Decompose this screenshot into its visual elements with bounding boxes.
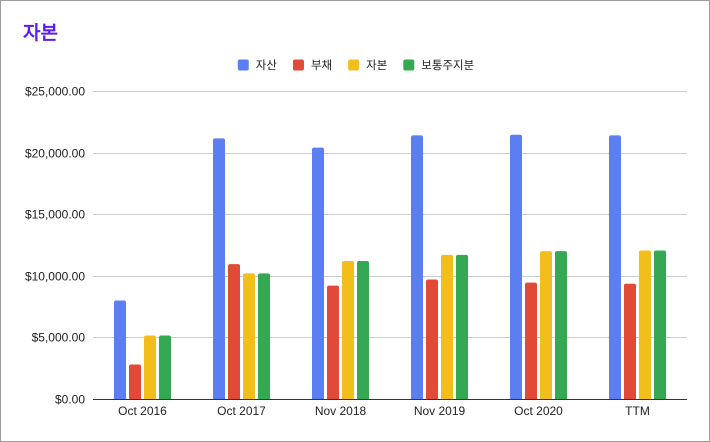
legend-swatch [348,59,360,71]
y-axis-tick-labels: $0.00 $5,000.00 $10,000.00 $15,000.00 $20,00… [25,85,85,407]
legend-label: 부채 [311,58,332,72]
legend-label: 자본 [366,58,387,72]
bar[interactable] [243,273,255,399]
x-tick-label: Nov 2019 [414,404,466,418]
legend-label: 자산 [256,58,278,72]
legend-item[interactable]: 자산 [237,58,278,72]
legend-label: 보통주지분 [421,58,474,72]
x-tick-label: Oct 2020 [514,404,563,418]
bar[interactable] [213,138,225,399]
legend-item[interactable]: 보통주지분 [403,58,474,72]
x-axis-tick-labels: Oct 2016 Oct 2017 Nov 2018 Nov 2019 Oct 2020… [118,404,650,418]
bar[interactable] [258,273,270,399]
bar[interactable] [639,250,651,399]
bar[interactable] [426,279,438,399]
y-tick-label: $20,000.00 [25,147,85,161]
bar[interactable] [456,254,468,399]
bar[interactable] [357,261,369,399]
y-tick-label: $5,000.00 [32,331,86,345]
bar[interactable] [327,285,339,399]
bar[interactable] [342,261,354,399]
y-tick-label: $0.00 [55,393,85,407]
bar[interactable] [144,335,156,399]
chart-title: 자본 [23,22,58,44]
bar[interactable] [129,364,141,399]
bar[interactable] [411,135,423,400]
bar[interactable] [441,254,453,399]
x-tick-label: Oct 2017 [217,404,266,418]
bar[interactable] [114,300,126,399]
x-tick-label: TTM [625,404,650,418]
x-tick-label: Nov 2018 [315,404,367,418]
bar[interactable] [159,335,171,399]
gridlines [93,91,687,400]
bar[interactable] [228,264,240,399]
bars [114,134,666,400]
legend-swatch [403,59,415,71]
bar[interactable] [312,147,324,399]
bar[interactable] [624,283,636,399]
legend-swatch [237,59,249,71]
y-tick-label: $25,000.00 [25,85,85,99]
legend-swatch [292,59,304,71]
legend-item[interactable]: 부채 [292,58,332,72]
bar[interactable] [555,251,567,399]
x-tick-label: Oct 2016 [118,404,167,418]
bar[interactable] [525,282,537,399]
legend[interactable]: 자산 부채 자본 보통주지분 [237,58,474,72]
legend-item[interactable]: 자본 [348,58,387,72]
y-tick-label: $15,000.00 [25,208,85,222]
bar[interactable] [510,134,522,399]
bar[interactable] [654,250,666,399]
bar[interactable] [609,135,621,400]
bar[interactable] [540,251,552,399]
y-tick-label: $10,000.00 [25,270,85,284]
